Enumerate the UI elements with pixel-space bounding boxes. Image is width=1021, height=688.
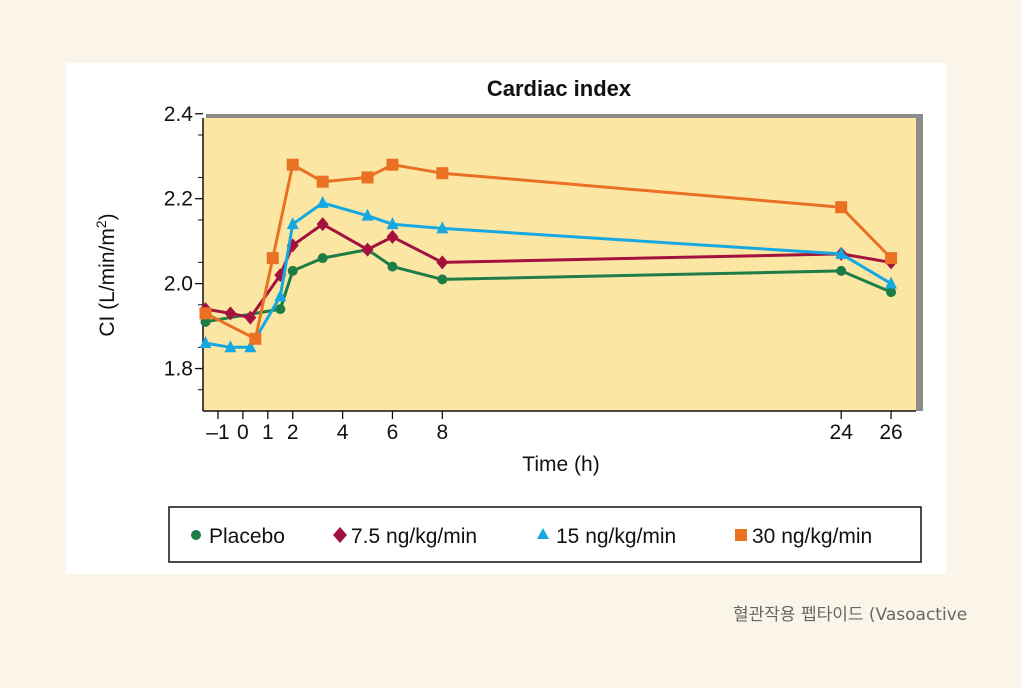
x-tick-label: 8 xyxy=(436,421,448,444)
legend-marker-placebo xyxy=(191,530,201,540)
data-point xyxy=(266,252,279,265)
data-point xyxy=(835,201,848,214)
data-point xyxy=(361,208,374,221)
data-point xyxy=(386,229,399,244)
data-point xyxy=(286,217,299,230)
data-point xyxy=(244,310,257,325)
y-axis-label: CI (L/min/m2) xyxy=(93,213,119,336)
data-point xyxy=(286,158,299,171)
legend-label-placebo: Placebo xyxy=(209,525,285,548)
data-point xyxy=(835,246,848,259)
data-point xyxy=(361,242,374,257)
y-tick-label: 2.4 xyxy=(164,103,194,126)
y-axis-label-superscript: 2 xyxy=(93,220,109,228)
data-point xyxy=(436,221,449,234)
data-point xyxy=(275,304,286,315)
x-tick-label: 1 xyxy=(262,421,274,444)
data-point xyxy=(437,274,448,285)
figure-card: 1.8 2.0 2.2 2.4 –1 0 1 2 4 6 8 24 26 Cardiac index T… xyxy=(66,63,946,574)
data-point xyxy=(361,171,374,184)
data-point xyxy=(286,238,299,253)
legend-label-15-ng: 15 ng/kg/min xyxy=(556,525,676,548)
x-tick-label: 0 xyxy=(237,421,249,444)
legend-marker-15-ng xyxy=(537,528,549,539)
data-point xyxy=(436,255,449,270)
data-point xyxy=(287,265,298,276)
data-point xyxy=(317,253,328,264)
x-tick-label: 24 xyxy=(830,421,854,444)
data-point xyxy=(244,340,257,353)
chart-title: Cardiac index xyxy=(487,76,632,101)
data-point xyxy=(199,336,212,349)
x-axis-label: Time (h) xyxy=(522,453,599,476)
data-point xyxy=(224,306,237,321)
legend: Placebo 7.5 ng/kg/min 15 ng/kg/min 30 ng… xyxy=(168,506,922,563)
data-point xyxy=(386,217,399,230)
y-axis-label-end: ) xyxy=(96,213,119,220)
data-point xyxy=(274,289,287,302)
data-point xyxy=(836,265,847,276)
plot-area xyxy=(203,118,916,411)
series-3 xyxy=(199,158,898,345)
data-point xyxy=(316,195,329,208)
legend-marker-7-5-ng xyxy=(333,527,347,543)
y-tick-label: 2.0 xyxy=(164,273,193,296)
x-tick-label: –1 xyxy=(206,421,229,444)
legend-label-7-5-ng: 7.5 ng/kg/min xyxy=(351,525,477,548)
x-tick-label: 6 xyxy=(387,421,399,444)
data-point xyxy=(885,276,898,289)
data-series xyxy=(199,158,898,353)
data-point xyxy=(249,332,262,345)
data-point xyxy=(199,307,212,320)
data-point xyxy=(885,252,898,265)
y-axis-label-main: CI (L/min/m xyxy=(96,228,119,337)
y-tick-label: 2.2 xyxy=(164,188,193,211)
data-point xyxy=(224,340,237,353)
legend-marker-30-ng xyxy=(735,529,747,541)
data-point xyxy=(886,287,897,298)
data-point xyxy=(436,167,449,180)
axes: 1.82.02.22.4–1 0 1 2 4 6 8 24 26 xyxy=(164,103,916,444)
series-line xyxy=(204,163,893,341)
data-point xyxy=(316,217,329,232)
data-point xyxy=(387,261,398,272)
legend-label-30-ng: 30 ng/kg/min xyxy=(752,525,872,548)
x-tick-label: 26 xyxy=(879,421,902,444)
x-tick-label: 2 xyxy=(287,421,299,444)
series-2 xyxy=(199,195,898,353)
cardiac-index-chart: 1.82.02.22.4–1 0 1 2 4 6 8 24 26 Cardiac index T… xyxy=(93,76,923,563)
data-point xyxy=(386,158,399,171)
figure-caption: 혈관작용 펩타이드 (Vasoactive xyxy=(733,605,968,625)
x-tick-label: 4 xyxy=(337,421,349,444)
data-point xyxy=(316,175,329,188)
y-tick-label: 1.8 xyxy=(164,358,193,381)
